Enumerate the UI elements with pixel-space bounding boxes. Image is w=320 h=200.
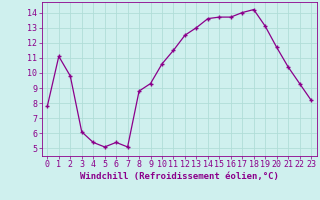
X-axis label: Windchill (Refroidissement éolien,°C): Windchill (Refroidissement éolien,°C) (80, 172, 279, 181)
